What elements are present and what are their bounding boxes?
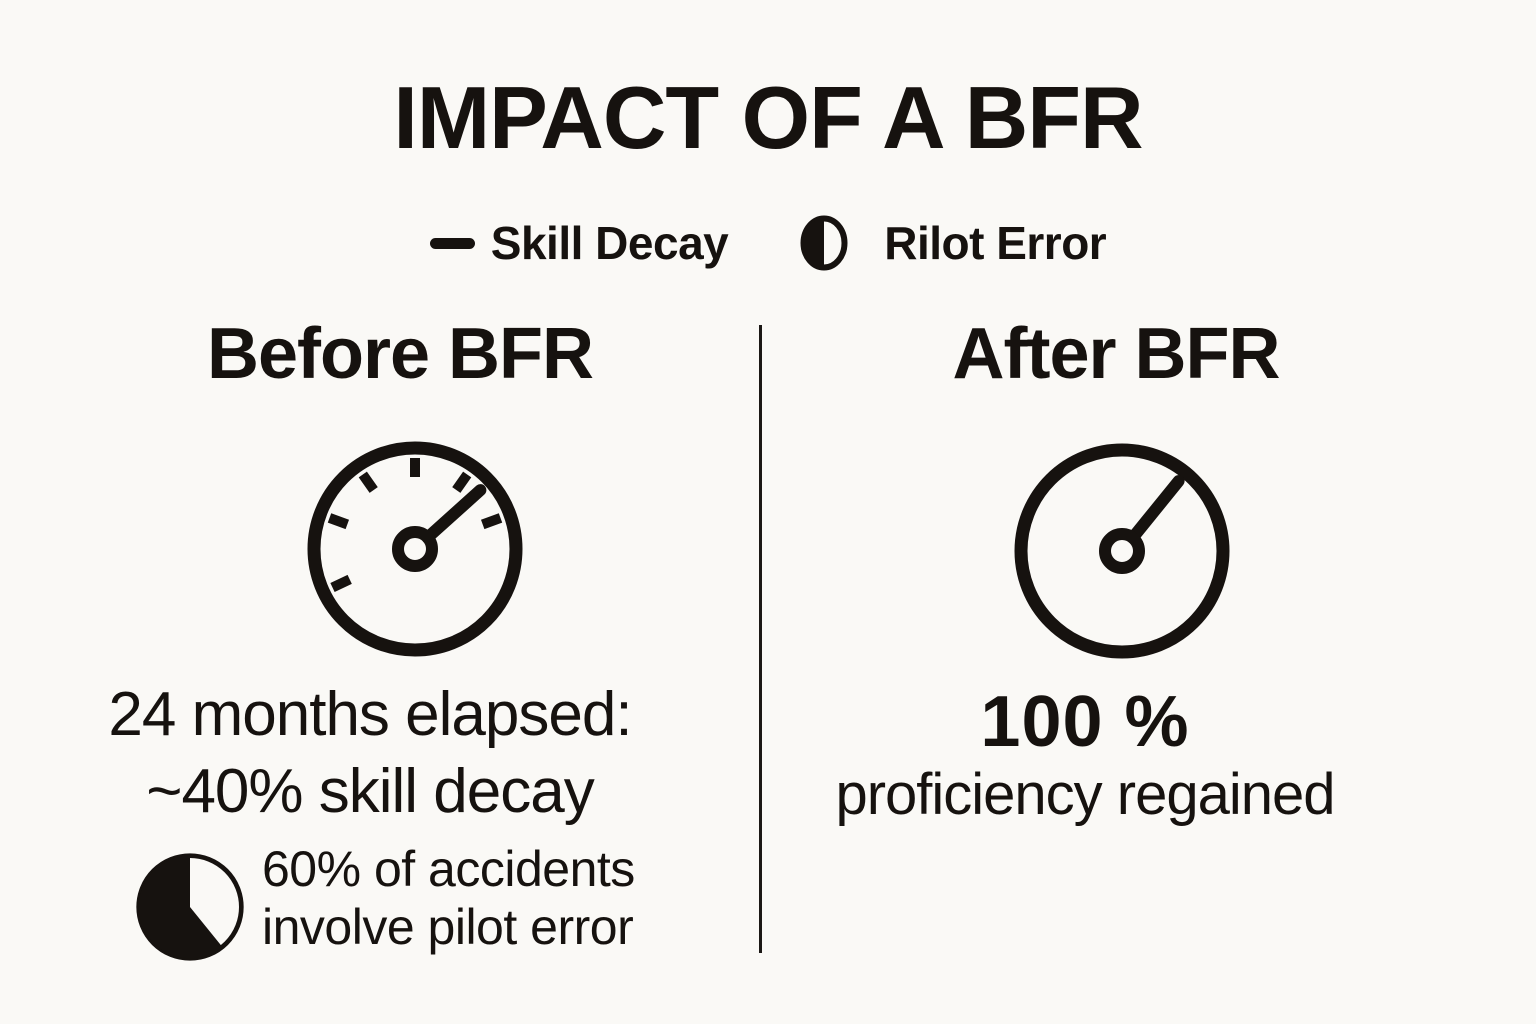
legend: Skill Decay Rilot Error <box>0 215 1536 271</box>
dash-icon <box>429 237 475 249</box>
after-stat-value: 100 % <box>980 682 1190 762</box>
pilot-error-note-line2: involve pilot error <box>262 899 634 955</box>
column-divider <box>759 325 762 953</box>
before-stat-line1: 24 months elapsed: <box>108 680 632 749</box>
page-title: IMPACT OF A BFR <box>393 68 1143 167</box>
legend-item-skill-decay: Skill Decay <box>429 216 729 270</box>
before-stat-line2: ~40% skill decay <box>146 757 595 826</box>
pilot-error-note: 60% of accidents involve pilot error <box>262 840 635 956</box>
after-stat-label: proficiency regained <box>835 762 1335 827</box>
half-filled-circle-icon <box>800 215 848 271</box>
gauge-with-ticks-icon <box>307 441 523 657</box>
legend-item-pilot-error: Rilot Error <box>800 215 1107 271</box>
legend-label-pilot-error: Rilot Error <box>884 217 1107 269</box>
pilot-error-note-line1: 60% of accidents <box>262 841 635 897</box>
pie-chart-icon <box>136 853 244 961</box>
before-bfr-heading: Before BFR <box>206 314 594 394</box>
after-bfr-heading: After BFR <box>952 314 1281 394</box>
before-stats: 24 months elapsed: ~40% skill decay <box>0 676 740 830</box>
gauge-icon <box>1014 443 1230 659</box>
legend-label-skill-decay: Skill Decay <box>490 217 729 269</box>
